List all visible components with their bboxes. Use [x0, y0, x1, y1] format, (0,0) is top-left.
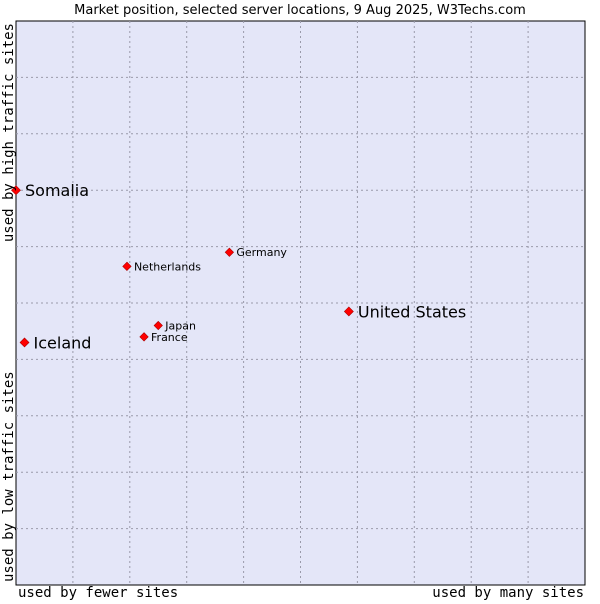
point-label: Japan: [164, 320, 196, 333]
y-axis-label-top: used by high traffic sites: [1, 23, 17, 242]
x-axis-label-left: used by fewer sites: [18, 585, 178, 600]
data-point[interactable]: Iceland: [19, 333, 92, 352]
data-point[interactable]: Japan: [153, 320, 196, 333]
point-marker: [11, 185, 21, 196]
point-marker: [343, 306, 354, 317]
x-axis-label-right: used by many sites: [432, 585, 584, 600]
grid-lines: [16, 21, 585, 585]
point-label: France: [151, 331, 188, 344]
point-marker: [139, 332, 149, 342]
data-point[interactable]: United States: [343, 302, 466, 321]
data-point[interactable]: Germany: [224, 246, 287, 259]
y-axis-label-bottom: used by low traffic sites: [1, 371, 17, 582]
data-points: Somalia Iceland United States Germany Nether…: [11, 181, 466, 352]
data-point[interactable]: Netherlands: [122, 260, 202, 273]
point-label: Netherlands: [134, 260, 201, 273]
point-marker: [153, 320, 163, 331]
data-point[interactable]: Somalia: [11, 181, 90, 200]
point-label: Somalia: [25, 181, 89, 200]
point-label: Germany: [236, 246, 287, 259]
data-point[interactable]: France: [139, 331, 188, 344]
point-marker: [224, 247, 234, 257]
point-marker: [19, 337, 30, 348]
chart-title: Market position, selected server locatio…: [74, 3, 526, 18]
point-label: United States: [358, 302, 466, 321]
point-label: Iceland: [34, 333, 92, 352]
point-marker: [122, 261, 132, 271]
